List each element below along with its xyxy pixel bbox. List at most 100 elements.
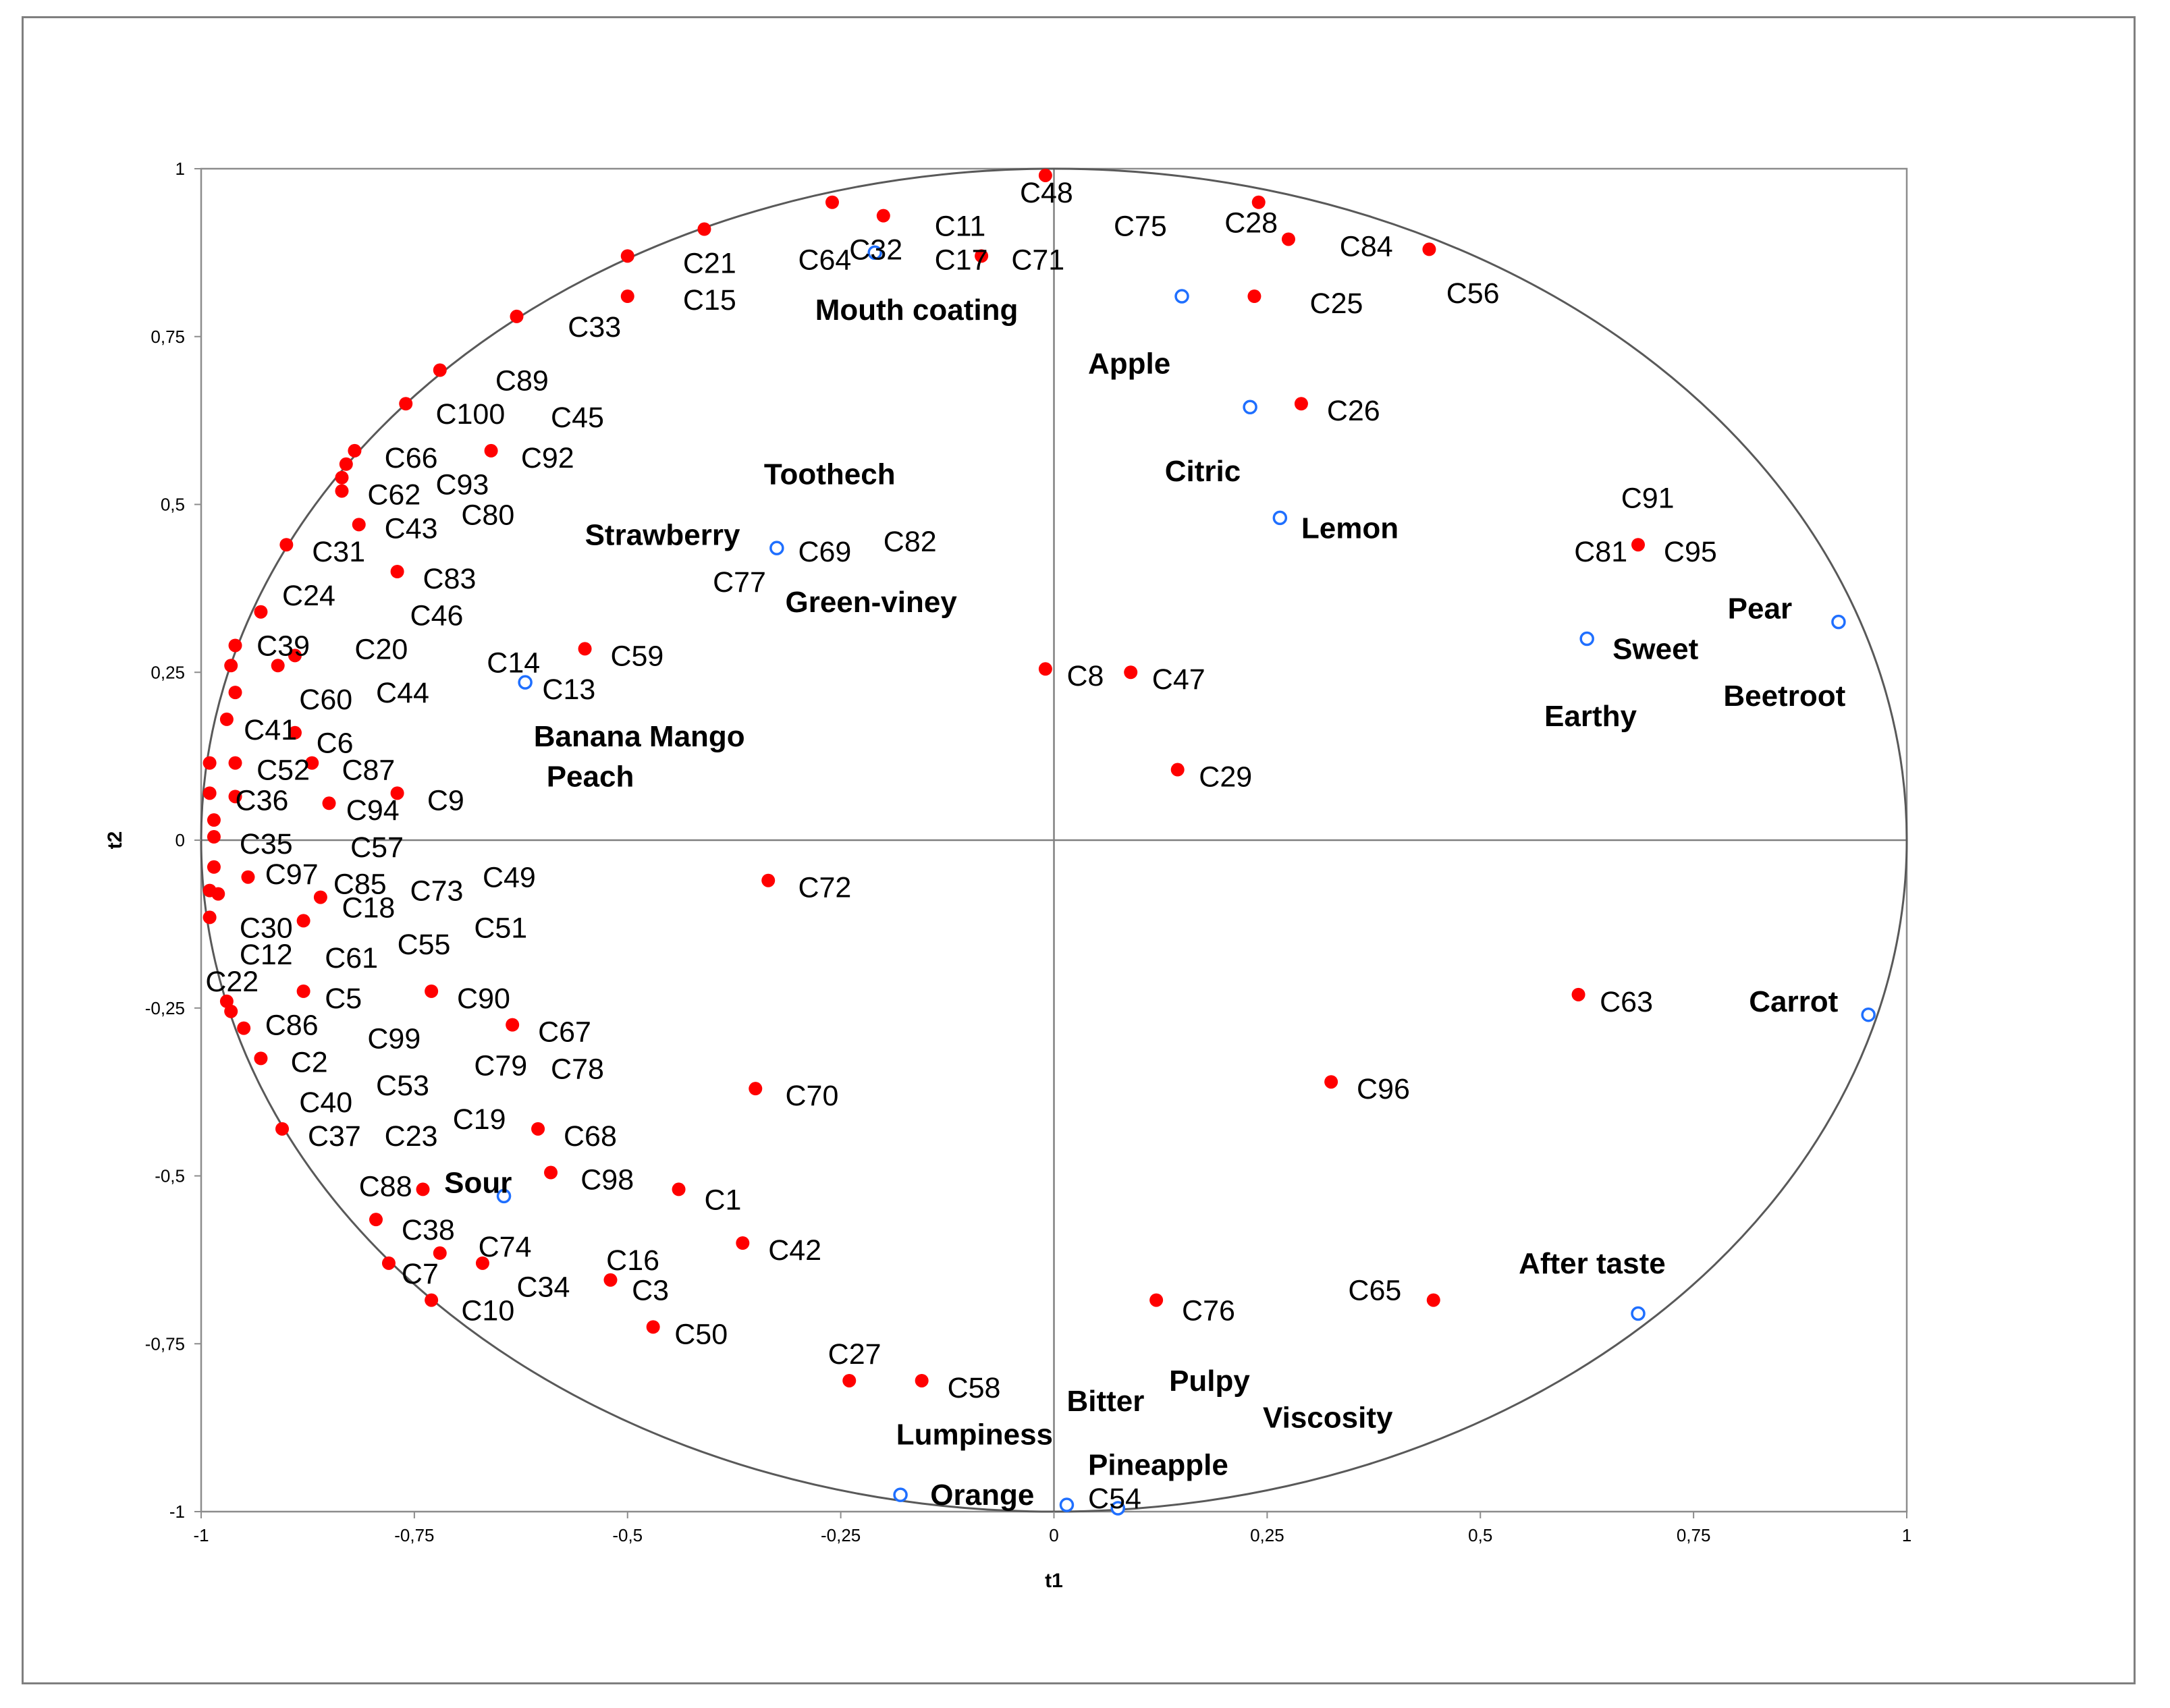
- observation-point: [211, 887, 225, 901]
- x-tick-label: -0,5: [612, 1525, 643, 1545]
- observation-point: [1149, 1293, 1164, 1307]
- observation-point: [1251, 195, 1266, 209]
- observation-point: [296, 984, 310, 998]
- observation-label: C90: [457, 983, 510, 1015]
- observation-label: C71: [1011, 244, 1064, 276]
- observation-point: [620, 249, 634, 263]
- observation-label: C62: [367, 479, 421, 512]
- x-tick-label: 0,25: [1250, 1525, 1284, 1545]
- variable-label: Orange: [930, 1479, 1034, 1512]
- variable-label: Mouth coating: [815, 294, 1019, 327]
- variable-label: Banana Mango: [534, 720, 745, 753]
- y-tick-label: 0,25: [151, 662, 185, 682]
- observation-label: C67: [538, 1016, 591, 1049]
- variable-point: [1110, 1501, 1126, 1516]
- observation-point: [224, 1004, 238, 1018]
- observation-point: [842, 1373, 857, 1387]
- observation-point: [1571, 987, 1585, 1001]
- observation-label: C8: [1066, 660, 1104, 692]
- y-tick-label: -0,25: [145, 998, 185, 1018]
- observation-point: [620, 290, 634, 304]
- observation-point: [305, 756, 319, 770]
- variable-label: Pulpy: [1169, 1365, 1250, 1398]
- observation-label: C72: [798, 872, 851, 904]
- observation-label: C84: [1340, 230, 1393, 263]
- observation-label: C48: [1020, 177, 1073, 209]
- observation-label: C40: [299, 1086, 352, 1119]
- variable-point: [1579, 631, 1594, 646]
- observation-label: C52: [256, 754, 310, 787]
- observation-label: C46: [410, 600, 464, 632]
- observation-label: C2: [291, 1046, 328, 1078]
- observation-label: C29: [1199, 761, 1252, 793]
- observation-label: C39: [256, 630, 310, 662]
- observation-label: C15: [683, 284, 736, 316]
- observation-point: [736, 1236, 750, 1250]
- observation-label: C49: [483, 862, 536, 894]
- observation-label: C13: [542, 673, 595, 706]
- observation-label: C41: [244, 714, 297, 746]
- observation-point: [697, 222, 711, 236]
- variable-point: [1861, 1007, 1876, 1022]
- observation-point: [1294, 397, 1308, 411]
- y-tick-label: -0,5: [155, 1166, 185, 1186]
- variable-point: [1631, 1306, 1646, 1321]
- observation-point: [876, 209, 890, 223]
- observation-point: [207, 860, 221, 874]
- variable-label: Lumpiness: [896, 1418, 1053, 1452]
- observation-point: [288, 725, 302, 740]
- observation-point: [975, 249, 989, 263]
- observation-label: C18: [342, 892, 395, 925]
- observation-point: [425, 984, 439, 998]
- observation-point: [510, 309, 524, 323]
- variable-label: Pear: [1728, 593, 1792, 626]
- observation-label: C81: [1574, 536, 1627, 568]
- observation-label: C6: [317, 727, 354, 760]
- observation-label: C7: [402, 1258, 439, 1290]
- observation-point: [484, 443, 498, 458]
- chart-frame: [22, 16, 2136, 1684]
- observation-label: C87: [342, 754, 395, 787]
- observation-label: C38: [402, 1214, 455, 1246]
- variable-label: Viscosity: [1263, 1402, 1393, 1435]
- observation-label: C57: [350, 831, 404, 864]
- observation-label: C100: [435, 398, 505, 431]
- observation-point: [544, 1165, 558, 1180]
- observation-point: [335, 470, 349, 485]
- observation-label: C17: [935, 244, 988, 276]
- observation-point: [915, 1373, 929, 1387]
- observation-point: [224, 659, 238, 673]
- variable-label: Lemon: [1301, 512, 1399, 545]
- observation-label: C37: [308, 1120, 361, 1153]
- observation-label: C96: [1357, 1073, 1410, 1105]
- observation-point: [254, 605, 268, 619]
- variable-label: Citric: [1165, 455, 1241, 488]
- observation-label: C53: [376, 1070, 429, 1102]
- observation-label: C61: [325, 942, 378, 974]
- observation-point: [531, 1122, 545, 1136]
- observation-point: [207, 813, 221, 827]
- observation-label: C77: [713, 566, 766, 599]
- observation-label: C33: [568, 311, 621, 343]
- variable-label: Sour: [444, 1166, 512, 1199]
- observation-label: C75: [1114, 211, 1167, 243]
- variable-label: Green-viney: [785, 586, 957, 619]
- observation-label: C12: [240, 939, 293, 971]
- variable-point: [496, 1188, 512, 1204]
- observation-point: [339, 457, 353, 471]
- observation-label: C25: [1310, 287, 1363, 320]
- observation-label: C44: [376, 677, 429, 709]
- observation-point: [254, 1051, 268, 1066]
- observation-label: C56: [1446, 277, 1500, 310]
- observation-label: C23: [385, 1120, 438, 1153]
- observation-point: [1038, 662, 1052, 676]
- observation-label: C26: [1327, 395, 1380, 427]
- observation-label: C60: [299, 684, 352, 716]
- observation-label: C79: [474, 1049, 527, 1082]
- observation-label: C28: [1224, 207, 1278, 240]
- observation-label: C94: [346, 794, 400, 827]
- observation-point: [219, 994, 234, 1008]
- observation-point: [749, 1082, 763, 1096]
- observation-label: C92: [521, 442, 574, 474]
- observation-point: [416, 1182, 430, 1196]
